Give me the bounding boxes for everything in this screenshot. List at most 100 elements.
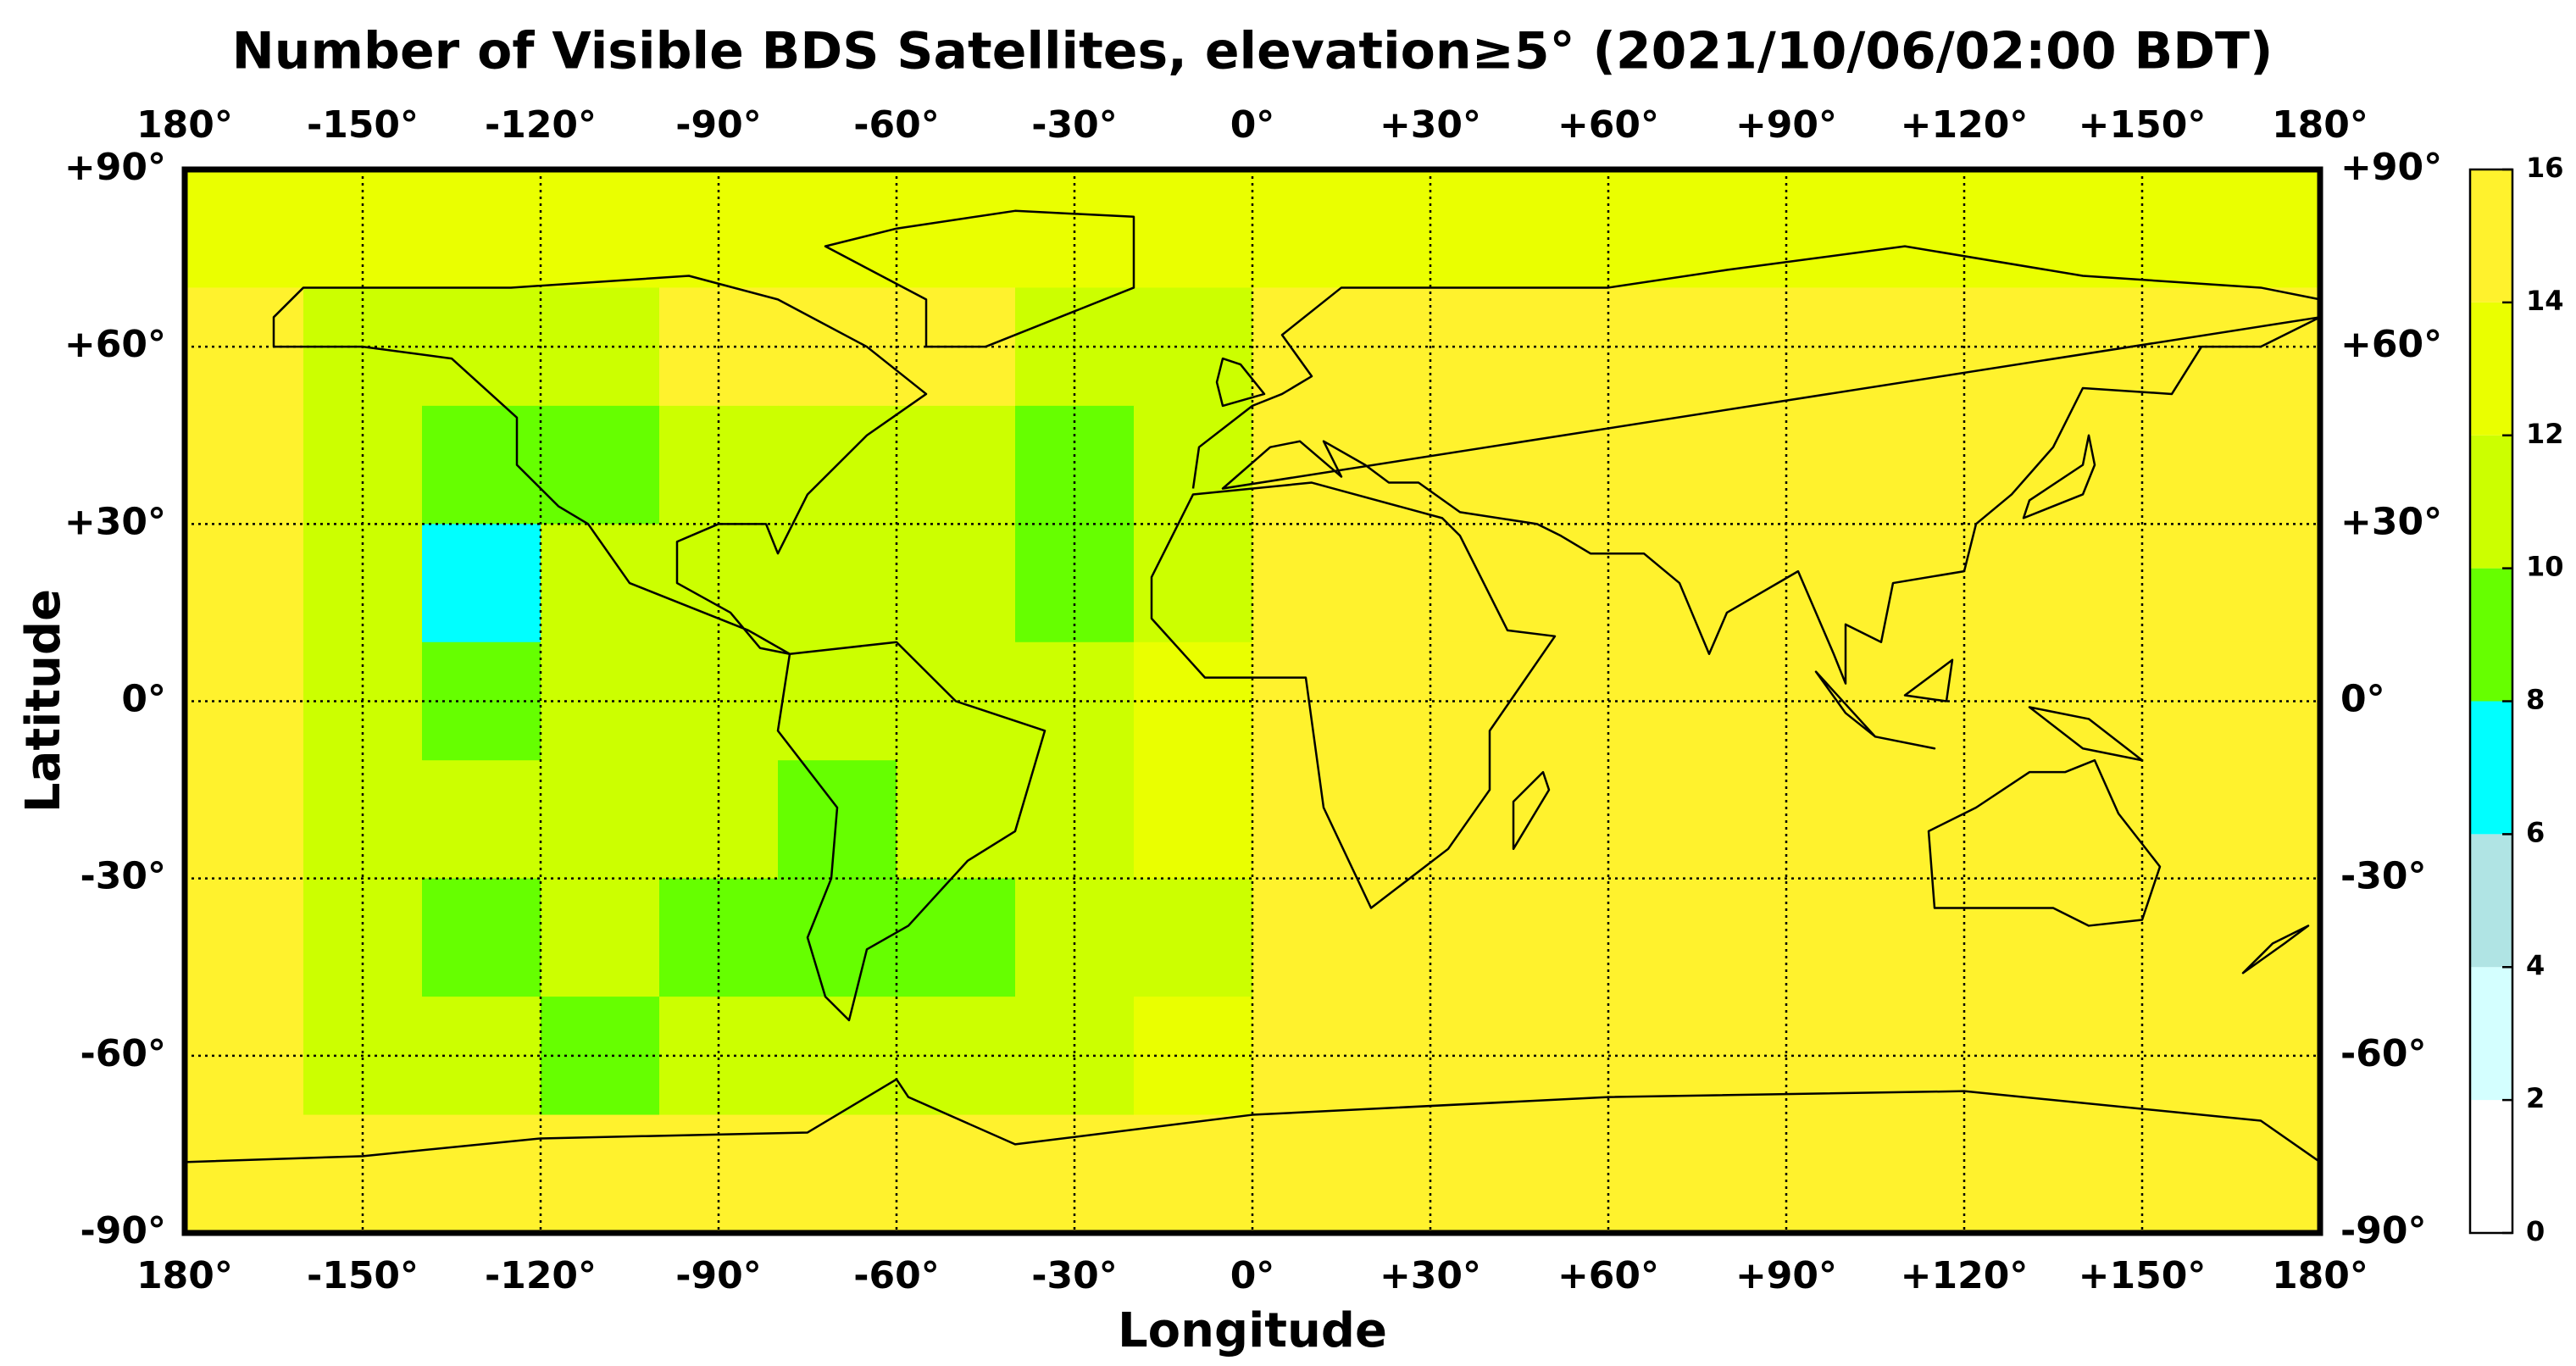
coastlines [185, 211, 2320, 1163]
heat-cell [2083, 405, 2202, 525]
heat-cell [422, 997, 541, 1116]
heat-cell [897, 760, 1016, 880]
heat-cell [897, 524, 1016, 643]
heat-cell [1134, 760, 1253, 880]
heat-cell [1608, 760, 1728, 880]
colorbar-tick-label: 0 [2526, 1215, 2545, 1247]
x-tick-label: -120° [485, 103, 597, 147]
heat-cell [541, 1114, 660, 1234]
x-tick-label: +150° [2079, 103, 2207, 147]
heat-cell [1964, 1114, 2084, 1234]
coastline [274, 276, 926, 654]
x-tick-label: 180° [2272, 103, 2368, 147]
heat-cell [897, 169, 1016, 289]
heat-cell [422, 878, 541, 997]
x-tick-label: 180° [136, 1254, 233, 1297]
heat-cell [897, 878, 1016, 997]
colorbar-tick-label: 14 [2526, 285, 2564, 317]
heat-cell [778, 760, 897, 880]
coastline [1816, 660, 2142, 761]
y-tick-label: +90° [64, 146, 166, 189]
y-tick-label: -30° [80, 855, 167, 898]
heat-cell [1252, 405, 1372, 525]
y-tick-label: -60° [2340, 1032, 2427, 1075]
heat-cell [2201, 878, 2321, 997]
heat-cell [1490, 1114, 1609, 1234]
heat-cell [1846, 1114, 1965, 1234]
coastline [1513, 772, 1549, 849]
heat-cell [422, 1114, 541, 1234]
y-tick-label: -90° [80, 1209, 167, 1252]
heat-cell [185, 1114, 304, 1234]
coastline [1217, 358, 1264, 406]
coastline [778, 642, 1045, 1020]
x-tick-label: +150° [2079, 1254, 2207, 1297]
ticks: 180° 180° -150° -150° -120° -120° -90° -90° -60°… [64, 103, 2442, 1297]
coastline [2243, 925, 2308, 973]
colorbar-tick-label: 10 [2526, 551, 2564, 583]
heat-cell [1964, 760, 2084, 880]
heat-cell [1134, 524, 1253, 643]
colorbar-tick-label: 8 [2526, 684, 2545, 716]
colorbar: 0 2 4 6 8 10 12 14 16 [2468, 152, 2564, 1247]
heat-cell [2083, 169, 2202, 289]
x-tick-label: +30° [1380, 1254, 1481, 1297]
heat-cell [1371, 405, 1491, 525]
heat-cell [303, 169, 423, 289]
heat-cell [541, 405, 660, 525]
x-tick-label: -150° [307, 1254, 419, 1297]
x-tick-label: +30° [1380, 103, 1481, 147]
heat-cell [1134, 1114, 1253, 1234]
y-tick-label: 0° [2340, 678, 2385, 721]
heat-cell [422, 524, 541, 643]
heat-cell [1015, 169, 1135, 289]
heat-cell [185, 878, 304, 997]
heat-cell [1846, 524, 1965, 643]
x-tick-label: +60° [1557, 103, 1659, 147]
heat-cell [778, 1114, 897, 1234]
heat-cell [1490, 878, 1609, 997]
colorbar-segment [2470, 435, 2512, 569]
heat-cell [897, 997, 1016, 1116]
heat-cell [185, 997, 304, 1116]
heat-cell [2201, 169, 2321, 289]
x-tick-label: -90° [675, 1254, 762, 1297]
colorbar-tick-label: 2 [2526, 1082, 2545, 1114]
x-tick-label: 0° [1230, 103, 1275, 147]
heat-cell [1964, 878, 2084, 997]
x-tick-label: +90° [1735, 1254, 1837, 1297]
heat-cell [778, 169, 897, 289]
heat-cell [185, 760, 304, 880]
coastline [1929, 760, 2160, 925]
y-tick-label: 0° [121, 678, 166, 721]
heat-cell [1490, 524, 1609, 643]
heat-cell [541, 524, 660, 643]
x-tick-label: -60° [853, 103, 940, 147]
heat-cell [422, 287, 541, 407]
x-tick-label: -60° [853, 1254, 940, 1297]
heat-cell [1134, 169, 1253, 289]
heat-cell [1608, 169, 1728, 289]
x-tick-label: 0° [1230, 1254, 1275, 1297]
heat-cell [422, 405, 541, 525]
heat-cell [1015, 405, 1135, 525]
heat-cell [541, 760, 660, 880]
heat-cell [1846, 169, 1965, 289]
heat-cell [541, 878, 660, 997]
heat-cell [1252, 1114, 1372, 1234]
y-tick-label: -90° [2340, 1209, 2427, 1252]
heat-cell [1727, 169, 1846, 289]
heat-cell [1846, 405, 1965, 525]
heat-cell [659, 169, 779, 289]
chart-title: Number of Visible BDS Satellites, elevat… [232, 22, 2273, 81]
heat-cell [2201, 405, 2321, 525]
colorbar-segment [2470, 701, 2512, 835]
y-tick-label: +90° [2340, 146, 2442, 189]
heat-cell [1490, 405, 1609, 525]
colorbar-tick-label: 4 [2526, 949, 2545, 981]
heat-cell [1608, 287, 1728, 407]
coastline [1152, 483, 1555, 908]
colorbar-segment [2470, 967, 2512, 1101]
heat-cell [1252, 169, 1372, 289]
